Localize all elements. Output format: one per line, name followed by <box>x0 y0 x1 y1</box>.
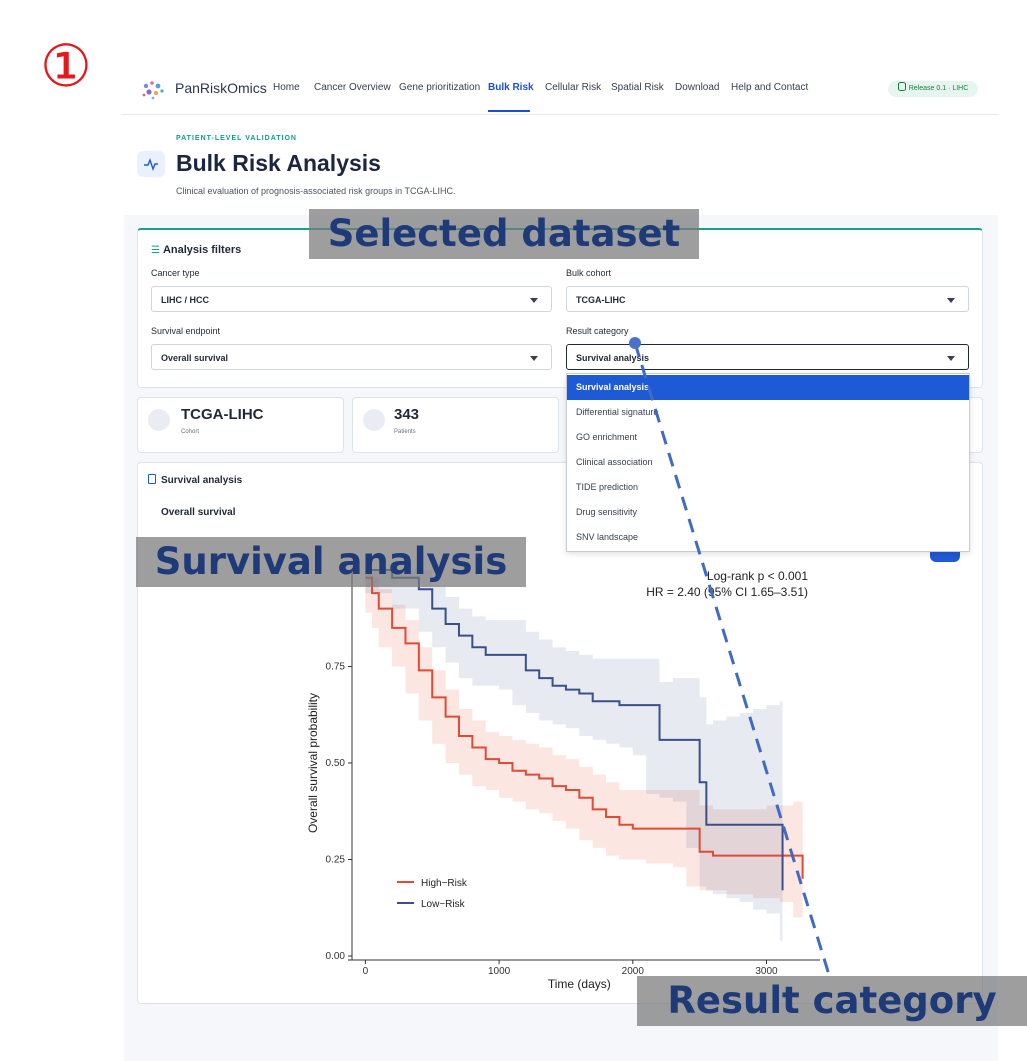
filters-heading-label: Analysis filters <box>162 244 242 256</box>
x-tick-label: 0 <box>363 966 369 977</box>
cohort-caption: Cohort <box>181 429 200 435</box>
stat-annotation: Log-rank p < 0.001 <box>707 569 808 583</box>
page-title: Bulk Risk Analysis <box>176 150 381 176</box>
cohort-stat-card <box>137 397 344 453</box>
patients-value: 343 <box>394 406 420 423</box>
patients-stat-card <box>352 397 559 453</box>
survival-endpoint-select[interactable]: Overall survival <box>151 344 552 370</box>
callout-survival-analysis: Survival analysis <box>136 537 526 587</box>
top-navigation-bar <box>122 70 998 115</box>
activity-icon <box>137 151 165 177</box>
stat-annotation: HR = 2.40 (95% CI 1.65–3.51) <box>646 585 808 599</box>
nav-help-and-contact[interactable]: Help and Contact <box>731 82 809 93</box>
bulk-cohort-value: TCGA-LIHC <box>576 295 626 305</box>
release-badge: Release 0.1 · LIHC <box>888 81 978 97</box>
users-icon <box>363 409 385 431</box>
dropdown-option-go-enrichment[interactable]: GO enrichment <box>576 432 638 442</box>
result-category-select[interactable]: Survival analysis <box>566 344 969 370</box>
x-axis-label: Time (days) <box>548 977 611 991</box>
callout-selected-dataset: Selected dataset <box>309 209 699 259</box>
survival-endpoint-value: Overall survival <box>161 353 229 363</box>
nav-home[interactable]: Home <box>273 82 300 93</box>
chevron-down-icon <box>530 356 538 361</box>
cancer-type-value: LIHC / HCC <box>161 295 209 305</box>
nav-gene-prioritization[interactable]: Gene prioritization <box>399 82 481 93</box>
bulk-cohort-select[interactable]: TCGA-LIHC <box>566 286 969 312</box>
nav-bulk-risk[interactable]: Bulk Risk <box>488 82 534 93</box>
nav-cellular-risk[interactable]: Cellular Risk <box>545 82 602 93</box>
dropdown-option-drug-sensitivity[interactable]: Drug sensitivity <box>576 507 638 517</box>
document-icon <box>148 474 156 484</box>
survival-endpoint-label: Survival endpoint <box>151 326 221 336</box>
bulk-cohort-label: Bulk cohort <box>566 268 612 278</box>
dropdown-option-clinical-association[interactable]: Clinical association <box>576 457 653 467</box>
page-subtitle: Clinical evaluation of prognosis-associa… <box>176 186 456 196</box>
y-tick-label: 0.00 <box>326 951 346 962</box>
result-category-value: Survival analysis <box>576 353 650 363</box>
filters-heading: ☰ Analysis filters <box>151 244 241 256</box>
survival-panel-heading: Survival analysis <box>148 474 242 486</box>
legend-label: High−Risk <box>421 878 468 889</box>
cancer-type-select[interactable]: LIHC / HCC <box>151 286 552 312</box>
callout-result-category: Result category <box>637 976 1027 1026</box>
dropdown-option-tide-prediction[interactable]: TIDE prediction <box>576 482 639 492</box>
database-icon <box>897 82 906 91</box>
page-eyebrow: PATIENT-LEVEL VALIDATION <box>176 135 297 142</box>
result-category-dropdown: Survival analysis Differential signature… <box>566 373 970 552</box>
chevron-down-icon <box>530 298 538 303</box>
x-tick-label: 2000 <box>622 966 645 977</box>
legend-label: Low−Risk <box>421 899 466 910</box>
active-tab-underline <box>488 110 530 112</box>
chevron-down-icon <box>947 298 955 303</box>
y-tick-label: 0.75 <box>326 662 346 673</box>
dropdown-option-snv-landscape[interactable]: SNV landscape <box>576 532 639 542</box>
release-badge-label: Release 0.1 · LIHC <box>908 85 969 92</box>
nav-cancer-overview[interactable]: Cancer Overview <box>314 82 391 93</box>
cohort-value: TCGA-LIHC <box>181 406 264 423</box>
brand-name[interactable]: PanRiskOmics <box>175 80 267 96</box>
chevron-down-icon <box>947 356 955 361</box>
survival-panel-subheading: Overall survival <box>161 507 236 518</box>
cancer-type-label: Cancer type <box>151 268 200 278</box>
dropdown-option-differential-signature[interactable]: Differential signature <box>576 407 659 417</box>
ci-band-low-risk <box>365 570 783 941</box>
y-axis-label: Overall survival probability <box>306 693 320 833</box>
nav-spatial-risk[interactable]: Spatial Risk <box>611 82 664 93</box>
step-number-marker: ① <box>40 32 92 100</box>
patients-caption: Patients <box>394 429 416 435</box>
logo-icon <box>142 81 164 100</box>
y-tick-label: 0.25 <box>326 855 346 866</box>
sliders-icon: ☰ <box>151 245 160 256</box>
x-tick-label: 1000 <box>488 966 511 977</box>
result-category-label: Result category <box>566 326 629 336</box>
y-tick-label: 0.50 <box>326 758 346 769</box>
nav-download[interactable]: Download <box>675 82 720 93</box>
database-icon <box>148 409 170 431</box>
survival-panel-heading-label: Survival analysis <box>161 475 243 486</box>
dropdown-option-survival-analysis[interactable]: Survival analysis <box>567 375 969 400</box>
